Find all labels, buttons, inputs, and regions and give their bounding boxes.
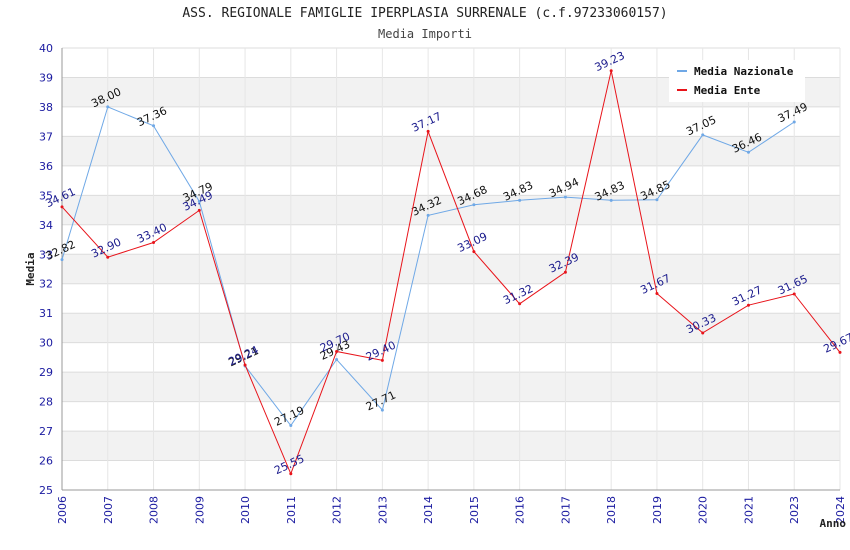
- data-label-ente: 37.17: [410, 110, 444, 135]
- x-tick-label: 2015: [468, 496, 481, 524]
- data-point-ente[interactable]: [609, 69, 613, 73]
- x-tick-label: 2013: [376, 496, 389, 524]
- data-point-nazionale[interactable]: [152, 124, 156, 128]
- x-tick-label: 2021: [742, 496, 755, 524]
- y-tick-label: 34: [39, 219, 53, 232]
- x-tick-label: 2009: [193, 496, 206, 524]
- x-tick-label: 2007: [102, 496, 115, 524]
- x-tick-label: 2012: [331, 496, 344, 524]
- data-point-nazionale[interactable]: [472, 203, 476, 207]
- grid-band: [62, 313, 840, 343]
- data-point-ente[interactable]: [243, 363, 247, 367]
- data-point-nazionale[interactable]: [655, 198, 659, 202]
- grid-band: [62, 431, 840, 461]
- data-label-ente: 31.32: [501, 282, 535, 307]
- grid-band: [62, 254, 840, 284]
- data-label-ente: 39.23: [593, 49, 627, 74]
- data-point-ente[interactable]: [289, 472, 293, 476]
- x-tick-label: 2010: [239, 496, 252, 524]
- y-tick-label: 37: [39, 130, 53, 143]
- legend-swatch-ente: [677, 89, 687, 91]
- data-point-ente[interactable]: [563, 270, 567, 274]
- x-tick-label: 2024: [834, 496, 847, 524]
- data-point-ente[interactable]: [701, 331, 705, 335]
- data-point-nazionale[interactable]: [60, 258, 64, 262]
- data-point-ente[interactable]: [60, 205, 64, 209]
- data-point-nazionale[interactable]: [563, 195, 567, 199]
- data-point-ente[interactable]: [655, 291, 659, 295]
- data-point-nazionale[interactable]: [380, 408, 384, 412]
- y-tick-label: 31: [39, 307, 53, 320]
- data-label-ente: 29.24: [227, 343, 261, 368]
- grid-band: [62, 372, 840, 402]
- data-point-nazionale[interactable]: [106, 105, 110, 109]
- legend-item-nazionale[interactable]: Media Nazionale: [677, 64, 793, 78]
- legend: Media Nazionale Media Ente: [669, 60, 805, 102]
- x-tick-label: 2023: [788, 496, 801, 524]
- data-point-ente[interactable]: [106, 255, 110, 259]
- data-point-nazionale[interactable]: [746, 150, 750, 154]
- y-tick-label: 39: [39, 71, 53, 84]
- data-point-nazionale[interactable]: [792, 120, 796, 124]
- legend-item-ente[interactable]: Media Ente: [677, 83, 760, 97]
- y-tick-label: 38: [39, 101, 53, 114]
- y-tick-label: 28: [39, 396, 53, 409]
- data-label-ente: 31.27: [730, 284, 764, 309]
- y-tick-label: 35: [39, 189, 53, 202]
- data-point-ente[interactable]: [746, 303, 750, 307]
- y-tick-label: 26: [39, 455, 53, 468]
- data-point-nazionale[interactable]: [518, 198, 522, 202]
- chart-subtitle: Media Importi: [378, 27, 472, 41]
- data-point-ente[interactable]: [335, 350, 339, 354]
- data-point-ente[interactable]: [152, 240, 156, 244]
- y-tick-label: 25: [39, 484, 53, 497]
- data-label-ente: 33.09: [455, 230, 489, 255]
- data-point-nazionale[interactable]: [289, 423, 293, 427]
- data-point-ente[interactable]: [518, 302, 522, 306]
- x-tick-label: 2006: [56, 496, 69, 524]
- y-tick-label: 30: [39, 337, 53, 350]
- x-tick-label: 2020: [697, 496, 710, 524]
- x-tick-label: 2018: [605, 496, 618, 524]
- data-point-nazionale[interactable]: [197, 200, 201, 204]
- x-tick-label: 2017: [559, 496, 572, 524]
- legend-label-ente: Media Ente: [694, 83, 761, 97]
- grid-band: [62, 136, 840, 166]
- y-tick-label: 29: [39, 366, 53, 379]
- data-point-nazionale[interactable]: [335, 357, 339, 361]
- data-point-ente[interactable]: [380, 358, 384, 362]
- data-point-ente[interactable]: [792, 292, 796, 296]
- y-axis-label: Media: [24, 252, 37, 285]
- y-tick-label: 32: [39, 278, 53, 291]
- data-point-ente[interactable]: [472, 250, 476, 254]
- chart-title: ASS. REGIONALE FAMIGLIE IPERPLASIA SURRE…: [182, 6, 668, 21]
- y-tick-label: 40: [39, 42, 53, 55]
- x-tick-label: 2014: [422, 496, 435, 524]
- x-tick-label: 2011: [285, 496, 298, 524]
- data-point-ente[interactable]: [426, 129, 430, 133]
- series-line-ente: [61, 70, 841, 476]
- x-tick-label: 2019: [651, 496, 664, 524]
- data-point-nazionale[interactable]: [426, 213, 430, 217]
- data-point-ente[interactable]: [838, 350, 842, 354]
- data-point-nazionale[interactable]: [701, 133, 705, 137]
- legend-swatch-nazionale: [677, 70, 687, 72]
- data-label-nazionale: 37.05: [684, 113, 718, 138]
- x-axis-label: Anno: [820, 517, 847, 530]
- x-tick-label: 2016: [514, 496, 527, 524]
- y-tick-label: 33: [39, 248, 53, 261]
- data-point-nazionale[interactable]: [609, 198, 613, 202]
- y-tick-label: 27: [39, 425, 53, 438]
- y-tick-label: 36: [39, 160, 53, 173]
- data-point-ente[interactable]: [197, 208, 201, 212]
- legend-label-nazionale: Media Nazionale: [694, 64, 794, 78]
- x-tick-label: 2008: [148, 496, 161, 524]
